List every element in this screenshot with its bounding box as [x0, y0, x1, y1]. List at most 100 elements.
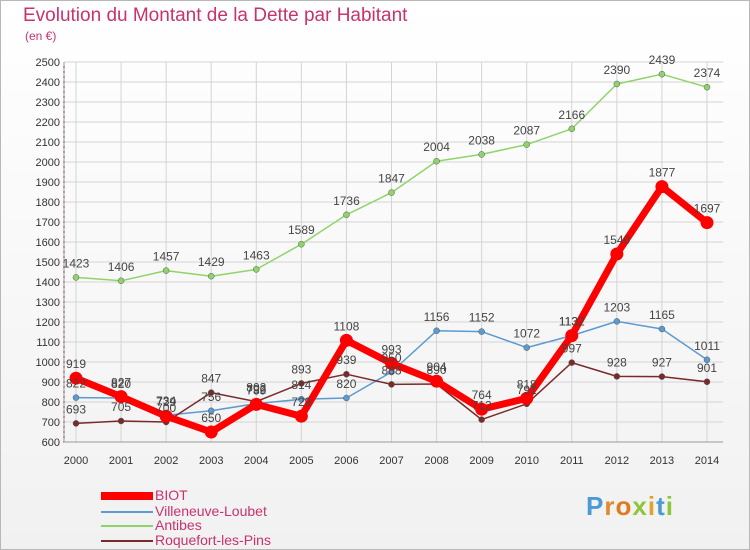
data-point: [339, 333, 353, 347]
data-point: [703, 83, 711, 91]
data-point: [658, 373, 666, 380]
data-point: [72, 274, 80, 281]
data-label: 1011: [694, 339, 720, 353]
y-tick-label: 900: [42, 377, 60, 389]
y-tick-label: 800: [42, 397, 60, 409]
data-label: 756: [201, 390, 221, 404]
data-point: [475, 402, 489, 416]
legend-item: Villeneuve-Loubet: [101, 503, 401, 520]
data-label: 2166: [558, 108, 585, 122]
data-point: [204, 425, 218, 439]
x-tick-label: 2006: [334, 455, 358, 467]
data-label: 1072: [513, 327, 540, 341]
data-label: 1463: [243, 248, 270, 262]
data-label: 1203: [604, 300, 631, 314]
data-label: 820: [111, 377, 131, 391]
y-tick-label: 2000: [36, 157, 60, 169]
data-point: [520, 391, 534, 405]
y-tick-label: 2400: [36, 77, 60, 89]
data-label: 791: [517, 383, 537, 397]
data-label: 712: [472, 399, 492, 413]
data-point: [613, 373, 621, 380]
data-label: 1156: [424, 310, 450, 324]
legend-swatch: [101, 540, 153, 542]
data-label: 1697: [694, 202, 721, 216]
legend-label: Roquefort-les-Pins: [155, 532, 271, 548]
x-tick-label: 2007: [379, 455, 403, 467]
data-label: 890: [427, 363, 447, 377]
data-label: 734: [156, 394, 176, 408]
data-point: [343, 370, 350, 378]
y-tick-label: 1500: [36, 257, 60, 269]
data-label: 2374: [694, 66, 721, 80]
data-point: [568, 359, 576, 366]
data-label: 1736: [333, 194, 360, 208]
legend-item: Antibes: [101, 517, 401, 534]
y-tick-label: 1700: [36, 217, 60, 229]
legend-swatch: [101, 525, 153, 527]
y-tick-label: 1100: [36, 337, 60, 349]
data-label: 729: [291, 395, 311, 409]
y-tick-label: 1400: [36, 277, 60, 289]
data-point: [658, 70, 666, 78]
legend-item: Roquefort-les-Pins: [101, 532, 401, 549]
data-point: [613, 318, 621, 325]
data-point: [117, 277, 125, 285]
data-point: [114, 390, 128, 404]
data-label: 1108: [334, 319, 360, 333]
data-label: 1406: [108, 260, 135, 274]
data-label: 893: [291, 362, 311, 376]
data-label: 939: [336, 353, 356, 367]
y-tick-label: 1800: [36, 197, 60, 209]
x-tick-label: 2005: [289, 455, 313, 467]
data-label: 2087: [513, 124, 540, 138]
data-point: [703, 356, 711, 364]
data-point: [69, 371, 83, 385]
data-label: 2390: [604, 63, 631, 77]
data-point: [610, 247, 624, 261]
legend-label: BIOT: [155, 487, 188, 503]
data-point: [565, 329, 579, 343]
data-label: 764: [472, 388, 492, 402]
data-point: [207, 407, 215, 415]
legend-item: BIOT: [101, 487, 401, 504]
data-point: [703, 378, 711, 386]
data-label: 802: [246, 381, 266, 395]
data-label: 700: [156, 401, 176, 415]
data-label: 1423: [63, 256, 90, 270]
data-point: [343, 394, 350, 402]
proxiti-logo: Proxiti: [586, 491, 674, 521]
data-point: [655, 180, 669, 194]
data-point: [207, 272, 215, 280]
data-label: 792: [246, 383, 266, 397]
data-point: [433, 327, 440, 335]
data-label: 1877: [649, 166, 676, 180]
data-label: 919: [66, 357, 86, 371]
data-point: [159, 409, 173, 423]
data-label: 814: [291, 378, 311, 392]
x-tick-label: 2012: [605, 455, 629, 467]
y-tick-label: 2300: [36, 97, 60, 109]
x-tick-label: 2004: [244, 455, 268, 467]
x-tick-label: 2011: [560, 455, 584, 467]
y-tick-label: 1900: [36, 177, 60, 189]
y-tick-label: 1300: [36, 297, 60, 309]
data-label: 993: [381, 342, 401, 356]
data-point: [430, 374, 444, 388]
data-point: [162, 267, 170, 274]
data-point: [523, 344, 530, 351]
data-point: [72, 394, 80, 401]
x-tick-label: 2002: [154, 455, 178, 467]
data-point: [388, 189, 395, 196]
legend-swatch: [101, 511, 153, 513]
y-tick-label: 1600: [36, 237, 60, 249]
data-label: 997: [562, 342, 582, 356]
data-point: [568, 125, 576, 133]
data-label: 729: [156, 395, 176, 409]
data-label: 827: [111, 376, 131, 390]
x-tick-label: 2010: [514, 455, 538, 467]
x-tick-label: 2013: [650, 455, 674, 467]
x-tick-label: 2008: [424, 455, 448, 467]
